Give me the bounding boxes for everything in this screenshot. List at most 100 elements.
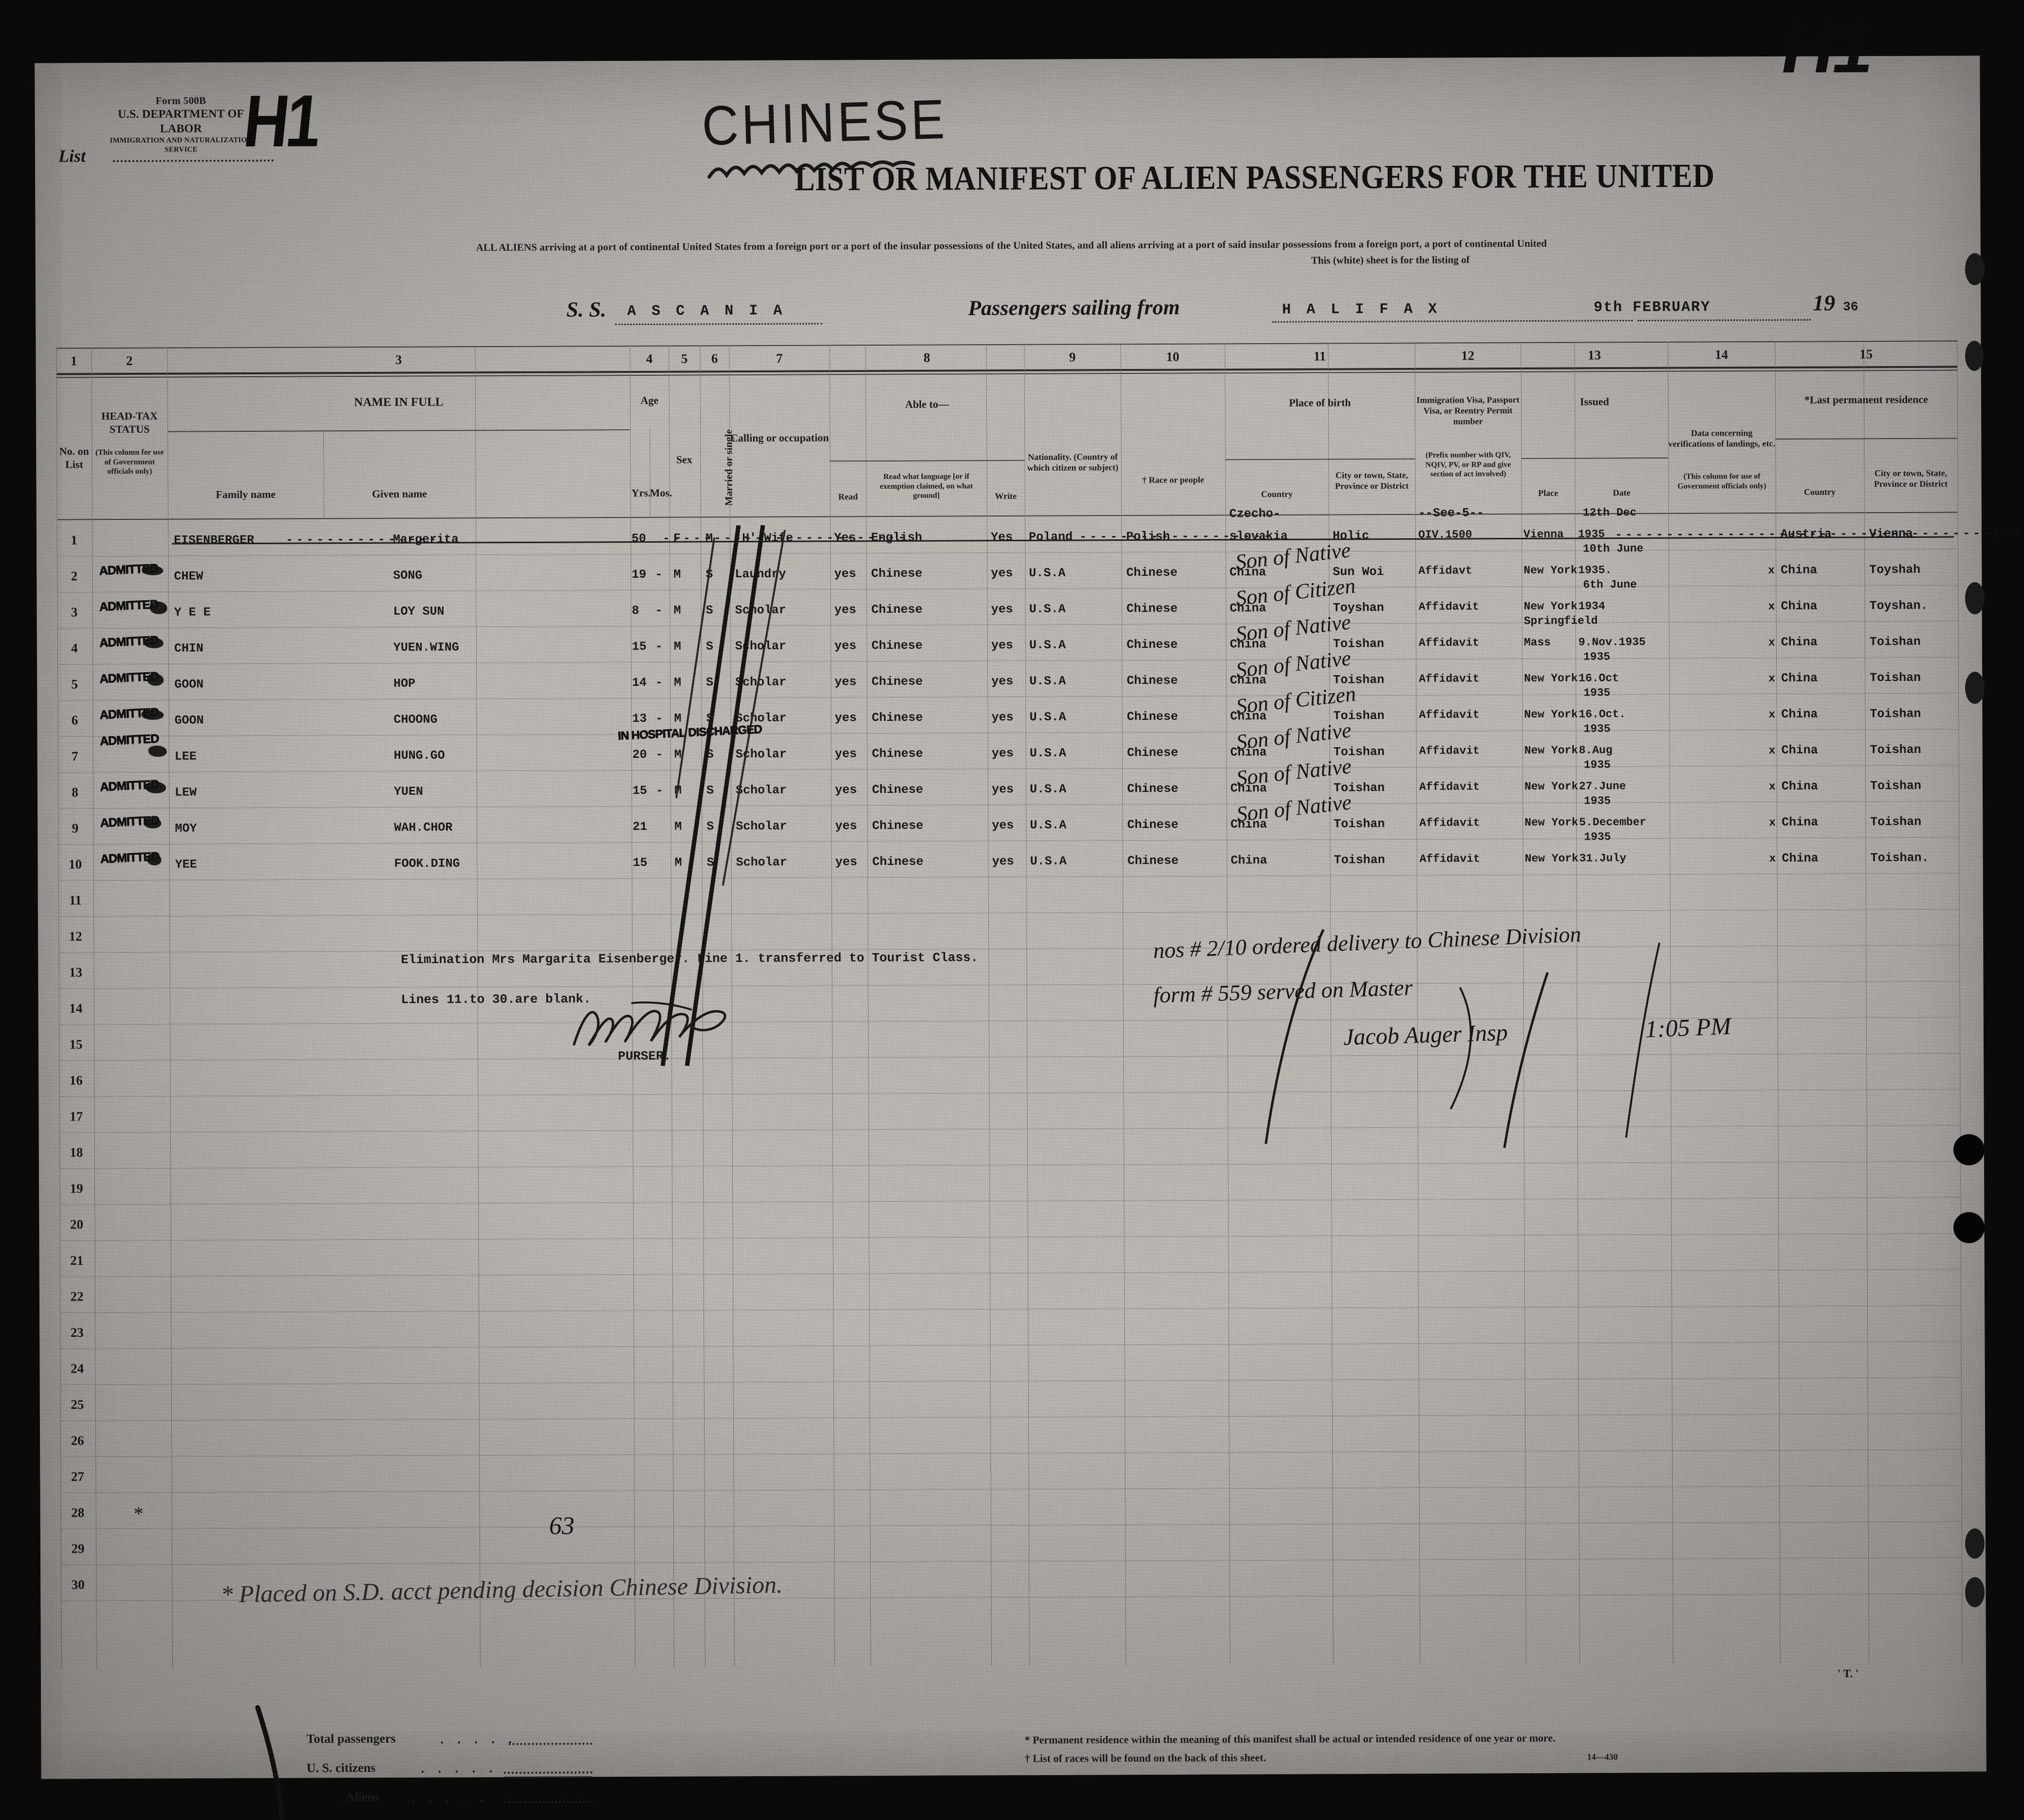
purser-title: PURSER.	[618, 1048, 671, 1064]
table-row-10-sex: M	[674, 855, 682, 870]
table-row-9-issued-place: New York	[1524, 816, 1578, 829]
table-row-2-sex: M	[673, 567, 681, 582]
table-row-9-age-years: 21	[632, 819, 648, 834]
table-row-6-race: Chinese	[1127, 709, 1178, 724]
table-row-9-race: Chinese	[1127, 817, 1179, 832]
year-suffix[interactable]: 36	[1843, 299, 1858, 314]
binder-hole-5	[1953, 1134, 1985, 1165]
table-row-4-language: Chinese	[871, 638, 923, 653]
hand-note-time: 1:05 PM	[1644, 1012, 1732, 1043]
table-row-1-issued-date-top: 12th Dec	[1582, 506, 1637, 519]
table-row-7-given-name: HUNG.GO	[393, 748, 445, 763]
table-row-2-issued-date: 1935.	[1578, 564, 1612, 577]
table-row-6-residence-country: China	[1781, 707, 1818, 721]
table-row-5-residence-country: China	[1781, 671, 1818, 685]
header-able-to: Able to—	[905, 398, 949, 410]
footer-dots-1: . . . . .	[440, 1731, 518, 1746]
table-row-6-visa: Affidavit	[1419, 708, 1480, 721]
department-name: U.S. DEPARTMENT OF LABOR	[117, 108, 244, 135]
table-row-separator	[59, 1053, 1961, 1061]
handwritten-list-number: H1	[240, 80, 322, 163]
row-number-21: 21	[70, 1253, 84, 1268]
ship-name-value[interactable]: A S C A N I A	[627, 302, 786, 320]
table-row-4-issued-date: 9.Nov.1935	[1578, 635, 1646, 649]
column-number-1: 1	[70, 353, 77, 368]
table-row-7-verification-mark: x	[1768, 744, 1776, 757]
table-row-6-sex: M	[674, 711, 682, 726]
footer-dots-3: . . . . .	[411, 1790, 488, 1805]
purser-signature	[573, 1001, 726, 1047]
header-place-of-birth: Place of birth	[1289, 396, 1351, 409]
table-row-8-residence-country: China	[1781, 779, 1819, 793]
table-row-9-calling: Scholar	[736, 819, 787, 834]
table-row-separator	[58, 837, 1960, 845]
table-row-2-read: yes	[834, 567, 856, 581]
table-row-10-language: Chinese	[872, 854, 924, 869]
table-row-10-marital: S	[706, 855, 714, 870]
table-row-3-verification-mark: x	[1768, 600, 1775, 613]
row-number-4: 4	[71, 641, 78, 656]
table-row-separator	[58, 801, 1960, 809]
page-title: LIST OR MANIFEST OF ALIEN PASSENGERS FOR…	[795, 157, 1715, 198]
table-row-5-read: yes	[835, 675, 857, 689]
table-row-separator	[59, 1233, 1961, 1241]
table-row-2-issued-place: New York	[1523, 564, 1578, 577]
table-row-7-age-years: 20	[632, 747, 647, 762]
row-strike-dash-fill-3: ----------------------------------------	[1615, 526, 2024, 542]
port-value[interactable]: H A L I F A X	[1282, 301, 1441, 318]
table-row-separator	[60, 1341, 1962, 1349]
table-row-7-sex: M	[674, 747, 682, 762]
admitted-stamps-layer: ADMITTED ADMITTED ADMITTED ADMITTED ADMITTED…	[35, 55, 1980, 866]
table-row-10-visa: Affidavit	[1419, 852, 1480, 865]
ship-name-rule	[615, 323, 822, 326]
row-number-25: 25	[71, 1397, 84, 1412]
bottom-right-mark: ' T. '	[1837, 1667, 1859, 1680]
row-number-23: 23	[70, 1325, 84, 1340]
header-age: Age	[640, 394, 659, 406]
table-row-10-birth-country: China	[1230, 853, 1267, 868]
table-row-3-sex: M	[673, 603, 681, 618]
table-row-4-age-months: -	[655, 639, 663, 654]
header-issued-date: Date	[1613, 488, 1631, 498]
table-row-2-residence-city: Toyshah	[1869, 562, 1921, 577]
table-row-6-read: yes	[835, 711, 857, 725]
header-verification-note: (This column for use of Government offic…	[1677, 472, 1766, 491]
print-code: 14—430	[1587, 1752, 1618, 1762]
table-row-4-given-name: YUEN.WING	[393, 640, 459, 655]
table-row-3-issued-date-top: 6th June	[1583, 578, 1637, 591]
row-number-14: 14	[69, 1001, 83, 1016]
sailing-date-value[interactable]: 9th FEBRUARY	[1594, 299, 1711, 316]
footer-rule-2a	[503, 1771, 593, 1774]
table-row-7-calling: Scholar	[735, 747, 787, 762]
table-row-1-birth-country-top: Czecho-	[1229, 506, 1281, 521]
table-row-separator	[61, 1557, 1963, 1565]
column-number-7: 7	[776, 350, 783, 366]
header-given-name: Given name	[372, 487, 427, 500]
table-row-8-age-years: 15	[632, 783, 648, 798]
table-row-8-language: Chinese	[872, 782, 924, 797]
header-last-permanent-residence: *Last permanent residence	[1804, 393, 1928, 406]
table-row-9-nationality: U.S.A	[1030, 818, 1067, 832]
table-row-4-write: yes	[991, 638, 1013, 653]
table-row-6-age-months: -	[655, 711, 663, 726]
table-row-separator	[59, 1161, 1961, 1169]
table-row-9-issued-date-top: 1935	[1584, 794, 1611, 808]
table-row-3-write: yes	[991, 602, 1013, 617]
footer-rule-1	[508, 1743, 593, 1745]
table-row-9-family-name: MOY	[175, 821, 197, 836]
ss-label: S. S.	[566, 297, 607, 322]
table-row-9-write: yes	[992, 818, 1014, 833]
table-row-2-verification-mark: x	[1768, 564, 1775, 577]
table-row-8-calling: Scholar	[735, 783, 787, 798]
table-row-8-residence-city: Toishan	[1870, 778, 1922, 793]
table-row-2-calling: Laundry	[735, 567, 786, 582]
table-row-5-verification-mark: x	[1768, 672, 1775, 685]
stamp-ink-smear	[145, 781, 167, 793]
column-number-2: 2	[126, 353, 133, 368]
table-row-5-race: Chinese	[1127, 673, 1178, 688]
table-row-5-issued-date-top: 1935	[1583, 650, 1611, 663]
table-row-9-visa: Affidavit	[1419, 816, 1480, 829]
table-row-4-verification-mark: x	[1768, 636, 1775, 649]
row-number-27: 27	[71, 1469, 84, 1484]
table-row-5-sex: M	[674, 675, 682, 690]
